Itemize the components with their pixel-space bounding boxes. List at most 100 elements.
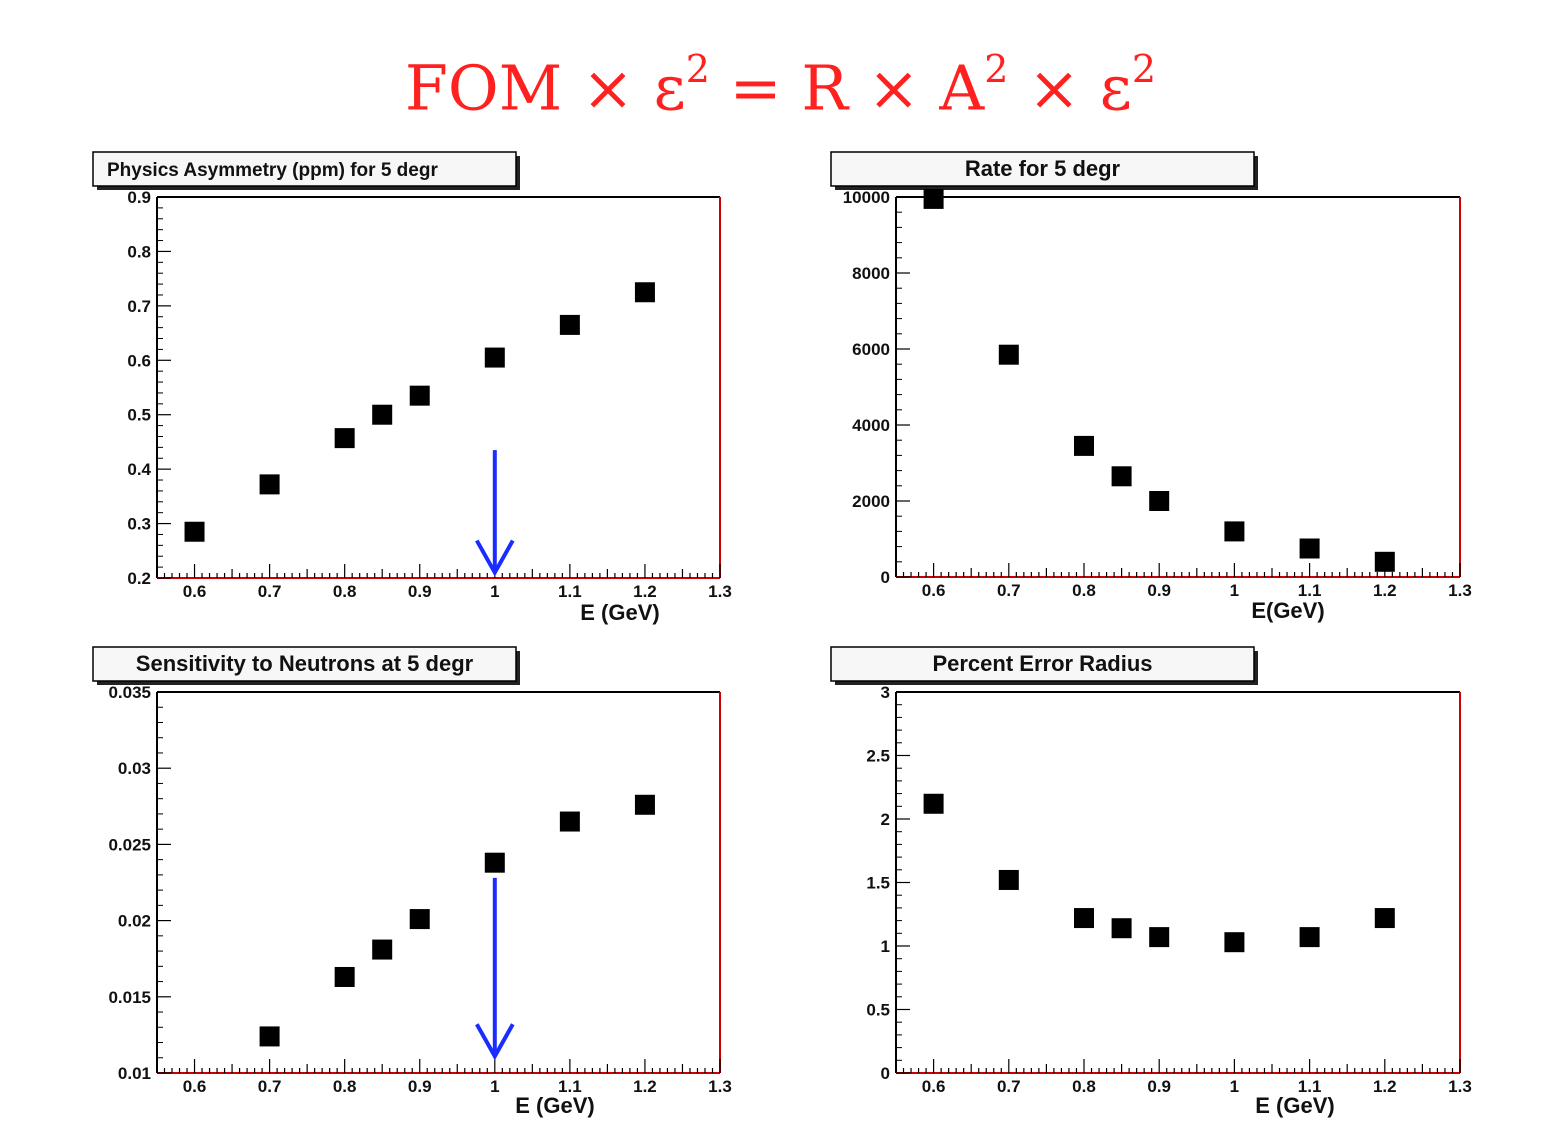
data-point <box>484 852 505 873</box>
x-tick-label: 0.9 <box>1147 1077 1171 1096</box>
x-tick-label: 1 <box>490 1077 499 1096</box>
chart-title: Physics Asymmetry (ppm) for 5 degr <box>107 160 438 181</box>
data-point <box>923 793 944 814</box>
x-axis-label: E (GeV) <box>580 600 659 625</box>
y-tick-label: 0.02 <box>118 912 151 931</box>
times-symbol: × <box>867 51 920 125</box>
y-tick-label: 0.8 <box>127 242 151 261</box>
y-tick-label: 0.01 <box>118 1064 151 1083</box>
data-point <box>1224 932 1245 953</box>
data-point <box>1299 927 1320 948</box>
data-point <box>1374 551 1395 572</box>
data-point <box>1224 521 1245 542</box>
x-tick-label: 0.7 <box>997 1077 1021 1096</box>
data-point <box>559 811 580 832</box>
y-tick-label: 2 <box>881 810 890 829</box>
y-tick-label: 0.035 <box>108 683 151 702</box>
y-tick-label: 0.5 <box>127 406 151 425</box>
y-tick-label: 0.4 <box>127 460 151 479</box>
y-tick-label: 2.5 <box>866 747 890 766</box>
x-tick-label: 1.2 <box>1373 1077 1397 1096</box>
times-symbol: × <box>581 51 634 125</box>
x-tick-label: 1.3 <box>708 1077 732 1096</box>
arrow-head <box>475 1023 515 1061</box>
x-tick-label: 0.9 <box>408 1077 432 1096</box>
data-point <box>1074 435 1094 456</box>
x-tick-label: 0.6 <box>922 1077 946 1096</box>
x-tick-label: 0.9 <box>1147 581 1171 600</box>
x-axis-label: E (GeV) <box>1255 1093 1334 1118</box>
x-tick-label: 0.8 <box>333 582 357 601</box>
data-point <box>259 1026 280 1047</box>
title-box <box>830 646 1255 682</box>
data-point <box>1111 918 1132 939</box>
y-tick-label: 1 <box>881 937 890 956</box>
chart-panel-2: Rate for 5 degr 0.6 0.7 0.8 0.9 1 1.1 1.2 1.3 0 20… <box>830 151 1472 623</box>
y-tick-label: 8000 <box>852 264 890 283</box>
data-point <box>998 344 1019 365</box>
y-tick-label: 0.015 <box>108 988 151 1007</box>
fom-text: FOM <box>404 51 563 125</box>
y-tick-label: 0.9 <box>127 188 151 207</box>
x-tick-label: 1.1 <box>1298 1077 1322 1096</box>
epsilon-symbol: ε <box>1099 51 1132 125</box>
data-point <box>1149 927 1170 948</box>
data-point <box>372 939 393 960</box>
equals-symbol: = <box>729 51 782 125</box>
title-box <box>92 646 517 682</box>
y-tick-label: 0.5 <box>866 1001 890 1020</box>
r-text: R <box>801 51 849 125</box>
x-tick-label: 1.1 <box>558 582 582 601</box>
y-tick-label: 3 <box>881 683 890 702</box>
chart-title: Sensitivity to Neutrons at 5 degr <box>136 651 474 676</box>
x-tick-label: 0.6 <box>183 582 207 601</box>
exponent: 2 <box>685 47 710 91</box>
x-tick-label: 1.2 <box>1373 581 1397 600</box>
data-point <box>1149 491 1170 511</box>
data-point <box>409 385 430 406</box>
x-tick-label: 1.3 <box>708 582 732 601</box>
x-axis-label: E (GeV) <box>515 1093 594 1118</box>
y-tick-label: 4000 <box>852 416 890 435</box>
times-symbol: × <box>1028 51 1081 125</box>
y-tick-label: 0 <box>881 568 890 587</box>
data-point <box>259 474 280 495</box>
y-tick-label: 0.03 <box>118 759 151 778</box>
data-point <box>372 404 393 425</box>
y-tick-label: 0.7 <box>127 297 151 316</box>
y-tick-label: 0.3 <box>127 515 151 534</box>
exponent: 2 <box>1131 47 1157 91</box>
equation-title: FOM × ε2 = R × A2 × ε2 <box>0 30 1561 125</box>
y-tick-label: 10000 <box>843 188 890 207</box>
x-tick-label: 0.8 <box>1072 1077 1096 1096</box>
x-tick-label: 1.1 <box>1298 581 1322 600</box>
title-box <box>830 151 1255 187</box>
arrow-head <box>475 539 515 577</box>
data-point <box>409 909 430 930</box>
x-tick-label: 1.2 <box>633 1077 657 1096</box>
x-tick-label: 1 <box>1230 581 1239 600</box>
chart-panel-3: Sensitivity to Neutrons at 5 degr 0.6 0.7 0… <box>92 646 732 1118</box>
chart-panel-1: Physics Asymmetry (ppm) for 5 degr 0.6 0.7… <box>92 151 732 625</box>
x-tick-label: 0.7 <box>258 1077 282 1096</box>
x-tick-label: 0.7 <box>997 581 1021 600</box>
y-tick-label: 1.5 <box>866 874 890 893</box>
y-tick-label: 0 <box>881 1064 890 1083</box>
data-point <box>1074 908 1094 929</box>
data-point <box>998 869 1019 890</box>
data-point <box>1111 466 1132 487</box>
chart-title: Percent Error Radius <box>932 651 1152 676</box>
a-text: A <box>939 51 985 125</box>
x-tick-label: 0.9 <box>408 582 432 601</box>
x-tick-label: 0.8 <box>333 1077 357 1096</box>
data-point <box>334 428 355 449</box>
y-tick-label: 0.025 <box>108 835 151 854</box>
chart-panel-4: Percent Error Radius 0.6 0.7 0.8 0.9 1 1.1 1.2 1… <box>830 646 1472 1118</box>
chart-title: Rate for 5 degr <box>965 156 1121 181</box>
data-point <box>1374 908 1395 929</box>
data-point <box>1299 538 1320 559</box>
data-point <box>634 282 655 303</box>
x-tick-label: 0.6 <box>183 1077 207 1096</box>
x-tick-label: 1.3 <box>1448 1077 1472 1096</box>
